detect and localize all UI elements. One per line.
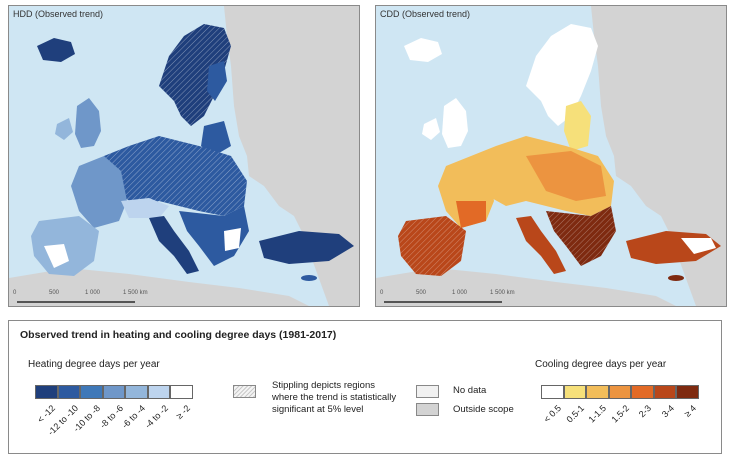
scale-label-1500: 1 500 km <box>123 290 148 296</box>
balkans-stipple <box>546 206 616 266</box>
scale-label-1500: 1 500 km <box>490 290 515 296</box>
outside-scope-label: Outside scope <box>453 404 514 415</box>
hdd-swatch-2 <box>80 385 103 399</box>
south-france-region <box>456 201 486 228</box>
scandinavia-stipple <box>159 24 231 126</box>
cdd-legend-title: Cooling degree days per year <box>535 359 667 370</box>
scale-label-0: 0 <box>380 290 384 296</box>
cdd-swatch-3 <box>608 385 631 399</box>
outside-scope-swatch <box>416 403 439 416</box>
finland-region <box>207 61 227 101</box>
iberia-region <box>31 216 99 276</box>
cyprus-region <box>301 275 317 281</box>
central-east-region <box>526 151 606 201</box>
great-britain-region <box>442 98 468 148</box>
no-data-swatch <box>416 385 439 398</box>
cdd-class-label-4: 2-3 <box>637 403 654 420</box>
no-data-label: No data <box>453 385 487 396</box>
cyprus-region <box>668 275 684 281</box>
cdd-class-label-3: 1.5-2 <box>609 403 631 425</box>
outside-scope-africa <box>9 268 309 306</box>
france-region <box>71 156 127 228</box>
cdd-class-label-0: < 0.5 <box>541 403 564 425</box>
scale-label-1000: 1 000 <box>85 290 101 296</box>
cdd-map-graphic <box>376 6 726 306</box>
stipple-text: Stippling depicts regions where the tren… <box>272 380 397 415</box>
stipple-swatch <box>233 385 256 398</box>
legend-panel: Observed trend in heating and cooling de… <box>8 320 722 454</box>
hdd-swatch-5 <box>147 385 170 399</box>
hdd-class-label-5: -4 to -2 <box>142 403 170 431</box>
scandinavia-region <box>526 24 598 126</box>
scale-label-500: 500 <box>416 290 427 296</box>
iceland-region <box>404 38 442 62</box>
turkey-region <box>259 231 354 264</box>
great-britain-region <box>75 98 101 148</box>
iceland-region <box>37 38 75 62</box>
outside-scope-africa <box>376 268 676 306</box>
balkans-white-patch <box>224 228 241 251</box>
hdd-swatch-6 <box>170 385 193 399</box>
hdd-map-graphic <box>9 6 359 306</box>
ireland-region <box>422 118 440 140</box>
cdd-class-label-6: ≥ 4 <box>682 403 699 419</box>
iberia-white-patch <box>44 244 69 268</box>
cdd-swatch-4 <box>631 385 654 399</box>
cdd-swatch-row <box>541 385 699 400</box>
cdd-class-label-1: 0.5-1 <box>564 403 586 425</box>
cdd-swatch-2 <box>586 385 609 399</box>
ireland-region <box>55 118 73 140</box>
cdd-scale-bar <box>384 301 502 303</box>
cdd-scale-labels: 0 500 1 000 1 500 km <box>380 290 580 300</box>
cdd-swatch-0 <box>541 385 564 399</box>
hdd-legend-title: Heating degree days per year <box>28 359 160 370</box>
scale-label-500: 500 <box>49 290 60 296</box>
scale-label-0: 0 <box>13 290 17 296</box>
hdd-scale-bar <box>17 301 135 303</box>
outside-scope-east <box>224 6 359 306</box>
balkans-region <box>179 206 249 266</box>
italy-region <box>516 216 566 274</box>
alps-region <box>121 198 169 218</box>
hdd-map-title: HDD (Observed trend) <box>13 9 104 19</box>
cdd-map-title: CDD (Observed trend) <box>380 9 471 19</box>
central-europe-stipple <box>104 136 247 216</box>
scale-label-1000: 1 000 <box>452 290 468 296</box>
cdd-swatch-5 <box>653 385 676 399</box>
italy-region <box>149 216 199 274</box>
outside-scope-east <box>591 6 726 306</box>
legend-title: Observed trend in heating and cooling de… <box>20 329 337 341</box>
hdd-class-label-6: ≥ -2 <box>174 403 193 421</box>
iberia-stipple <box>398 216 466 276</box>
baltic-region <box>564 101 591 151</box>
hdd-class-label-3: -8 to -6 <box>97 403 125 431</box>
cdd-class-label-5: 3-4 <box>659 403 676 420</box>
hdd-swatch-3 <box>102 385 125 399</box>
hdd-class-label-4: -6 to -4 <box>120 403 148 431</box>
cdd-swatch-6 <box>676 385 699 399</box>
baltic-region <box>201 121 231 156</box>
cdd-map-panel: CDD (Observed trend) 0 500 1 000 1 500 k… <box>375 5 727 307</box>
hdd-swatch-1 <box>57 385 80 399</box>
hdd-swatch-0 <box>35 385 58 399</box>
hdd-scale-labels: 0 500 1 000 1 500 km <box>13 290 213 300</box>
hdd-swatch-4 <box>125 385 148 399</box>
hdd-map-panel: HDD (Observed trend) 0 500 1 000 1 500 k… <box>8 5 360 307</box>
hdd-swatch-row <box>35 385 193 400</box>
cdd-class-label-2: 1-1.5 <box>586 403 609 425</box>
turkey-white-patch <box>681 238 716 254</box>
cdd-swatch-1 <box>563 385 586 399</box>
